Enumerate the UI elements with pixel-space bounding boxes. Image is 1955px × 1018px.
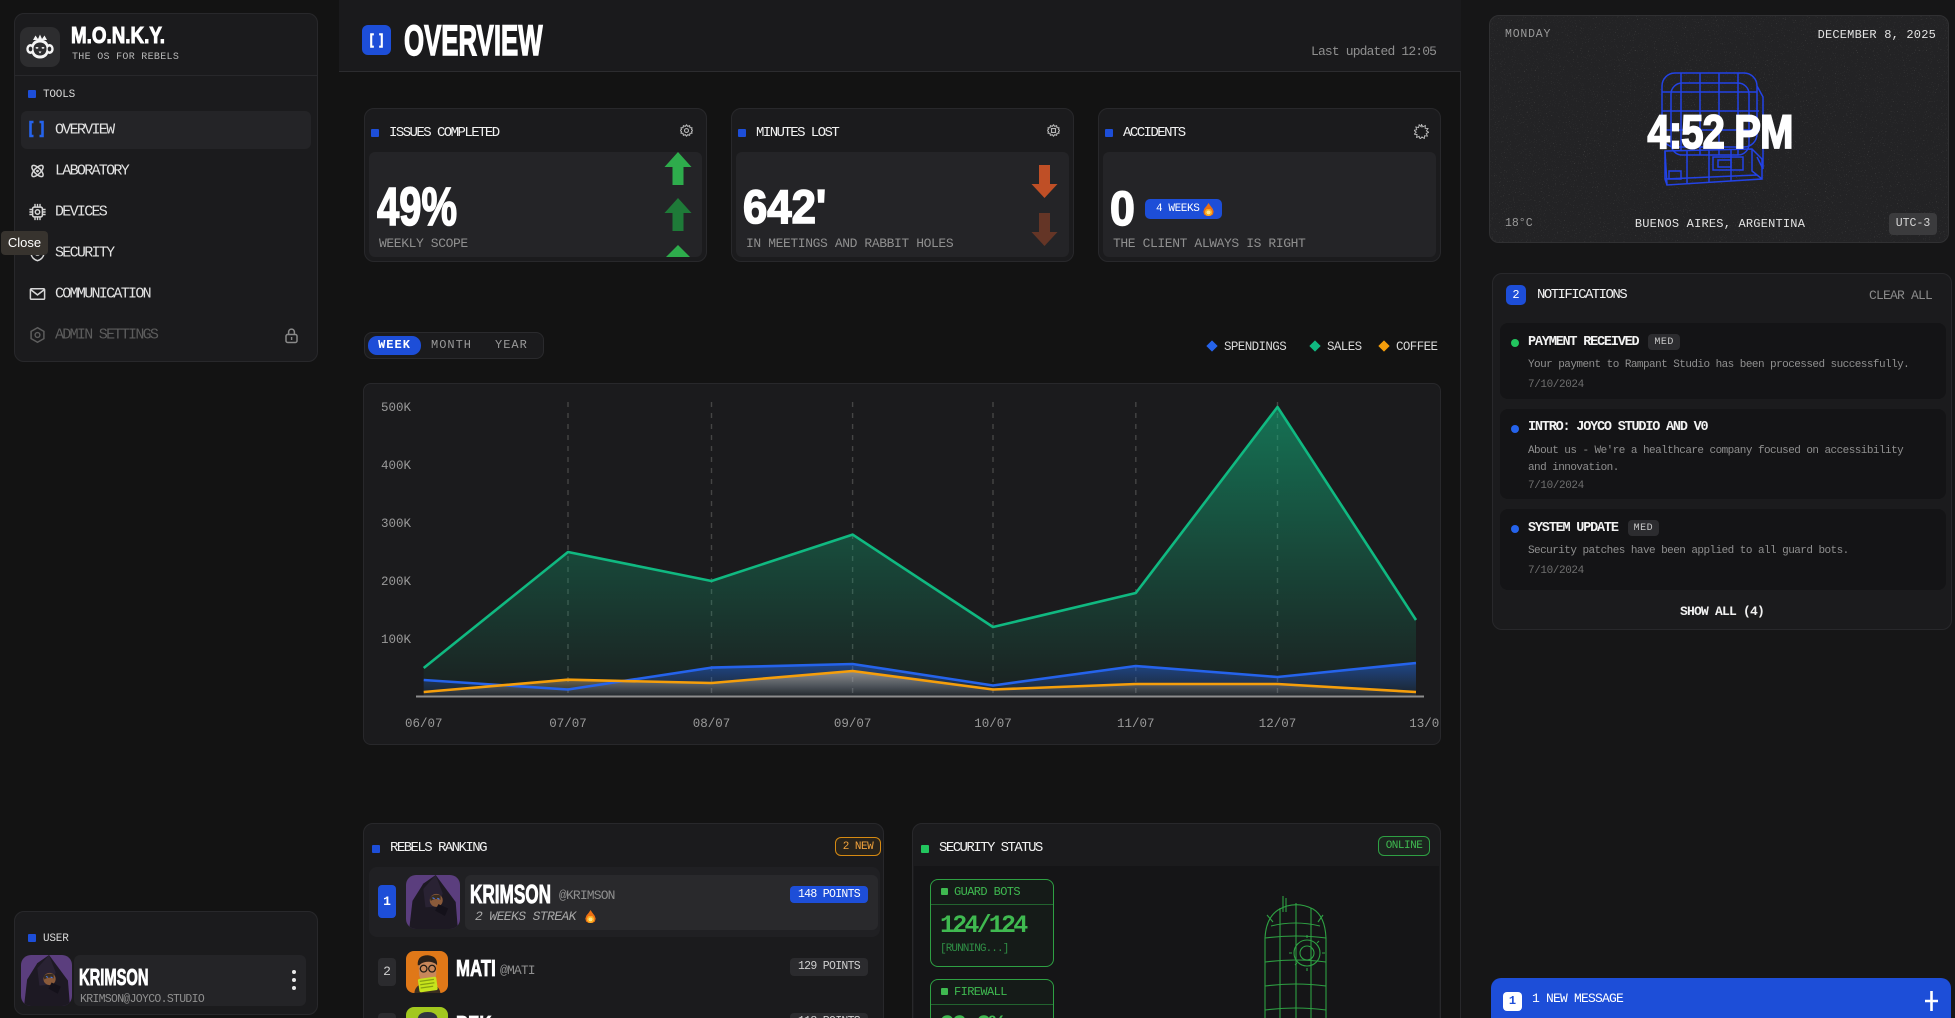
svg-text:100K: 100K xyxy=(381,633,412,647)
svg-text:500K: 500K xyxy=(381,401,412,415)
svg-text:08/07: 08/07 xyxy=(693,717,731,731)
svg-text:06/07: 06/07 xyxy=(405,717,443,731)
svg-text:200K: 200K xyxy=(381,575,412,589)
svg-text:400K: 400K xyxy=(381,459,412,473)
svg-text:13/07: 13/07 xyxy=(1409,717,1441,731)
svg-text:09/07: 09/07 xyxy=(834,717,872,731)
svg-text:07/07: 07/07 xyxy=(549,717,587,731)
svg-text:11/07: 11/07 xyxy=(1117,717,1155,731)
svg-text:300K: 300K xyxy=(381,517,412,531)
svg-text:12/07: 12/07 xyxy=(1259,717,1297,731)
svg-text:10/07: 10/07 xyxy=(974,717,1012,731)
